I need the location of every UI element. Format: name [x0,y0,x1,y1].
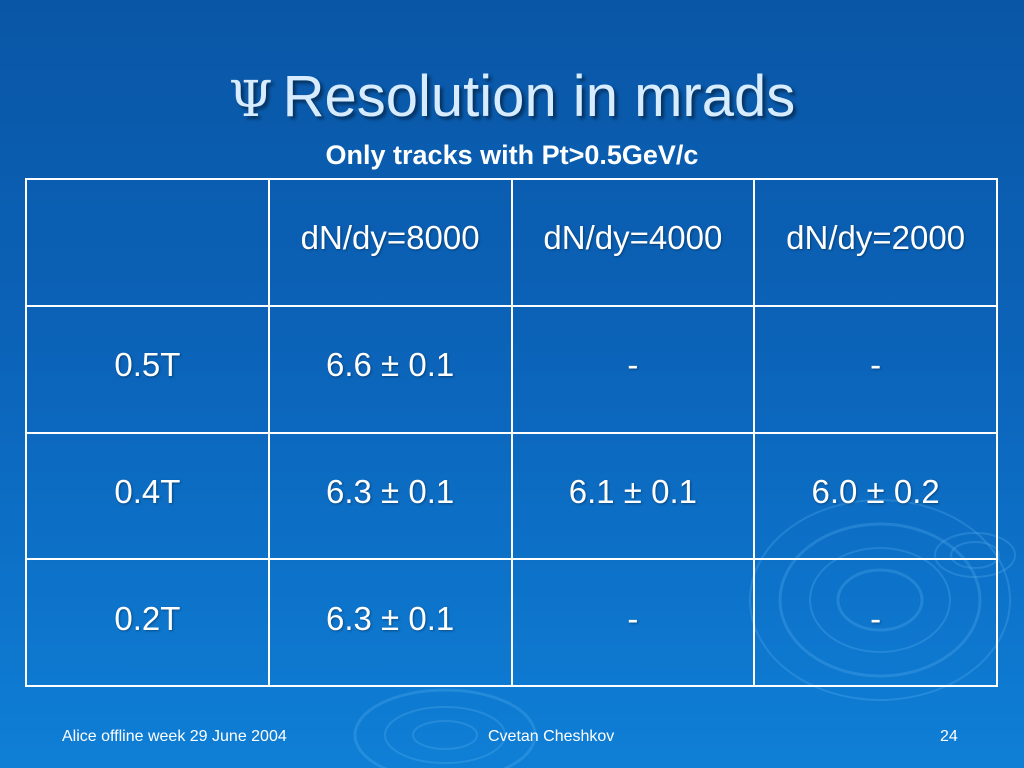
footer-event: Alice offline week 29 June 2004 [62,728,287,745]
header-dndy-2000: dN/dy=2000 [786,219,966,257]
row-label-cell: 0.2T [25,558,270,687]
table-header-cell: dN/dy=8000 [267,178,513,307]
table-cell: 6.3 ± 0.1 [267,558,513,687]
table-row: 0.4T 6.3 ± 0.1 6.1 ± 0.1 6.0 ± 0.2 [25,431,998,561]
table-header-cell: dN/dy=2000 [753,178,998,307]
slide-title-text: Resolution in mrads [282,64,796,129]
table-row: 0.2T 6.3 ± 0.1 - - [25,558,998,687]
table-row: 0.5T 6.6 ± 0.1 - - [25,304,998,434]
table-cell: - [510,558,756,687]
header-dndy-8000: dN/dy=8000 [300,219,480,257]
table-header-row: dN/dy=8000 dN/dy=4000 dN/dy=2000 [25,178,998,307]
table-cell: - [753,304,998,434]
table-cell: 6.1 ± 0.1 [510,431,756,561]
slide-title: Ψ Resolution in mrads [229,64,795,129]
row-label-cell: 0.5T [25,304,270,434]
resolution-table: dN/dy=8000 dN/dy=4000 dN/dy=2000 0.5T 6.… [25,178,998,687]
table-header-cell [25,178,270,307]
table-cell: 6.6 ± 0.1 [267,304,513,434]
psi-symbol: Ψ [228,70,273,128]
table-cell: - [510,304,756,434]
header-dndy-4000: dN/dy=4000 [543,219,723,257]
slide-subtitle: Only tracks with Pt>0.5GeV/c [325,140,699,170]
page-number: 24 [940,728,958,745]
row-label-cell: 0.4T [25,431,270,561]
table-cell: - [753,558,998,687]
table-header-cell: dN/dy=4000 [510,178,756,307]
title-block: Ψ Resolution in mrads [0,62,1024,134]
table-cell: 6.3 ± 0.1 [267,431,513,561]
table-cell: 6.0 ± 0.2 [753,431,998,561]
footer-author: Cvetan Cheshkov [488,728,615,745]
